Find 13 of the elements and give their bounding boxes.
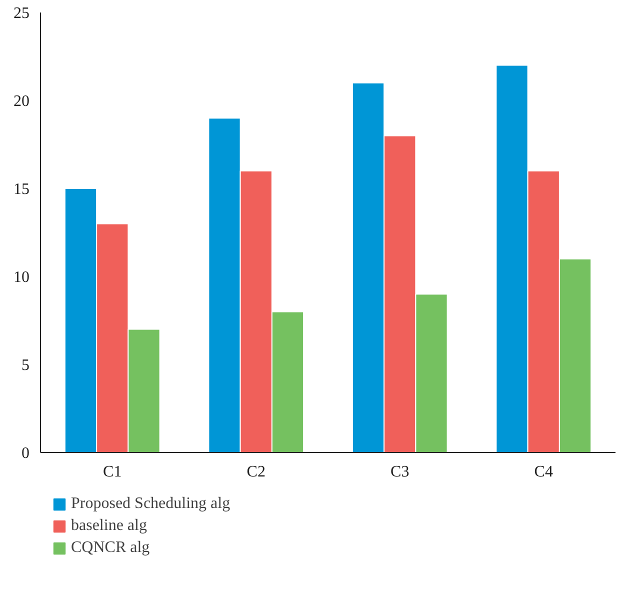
legend-label: CQNCR alg [71, 539, 150, 557]
y-tick-label: 25 [14, 5, 30, 22]
legend-label: Proposed Scheduling alg [71, 495, 230, 513]
y-tick-label: 10 [14, 269, 30, 286]
x-tick-label: C4 [534, 464, 553, 480]
y-tick-label: 0 [22, 445, 30, 462]
x-tick-label: C1 [103, 464, 122, 480]
x-tick-label: C3 [390, 464, 410, 480]
legend-label: baseline alg [71, 517, 147, 535]
y-tick-label: 20 [14, 93, 30, 110]
y-tick-label: 5 [22, 357, 30, 374]
y-tick-label: 15 [14, 181, 30, 198]
x-tick-label: C2 [246, 464, 266, 480]
